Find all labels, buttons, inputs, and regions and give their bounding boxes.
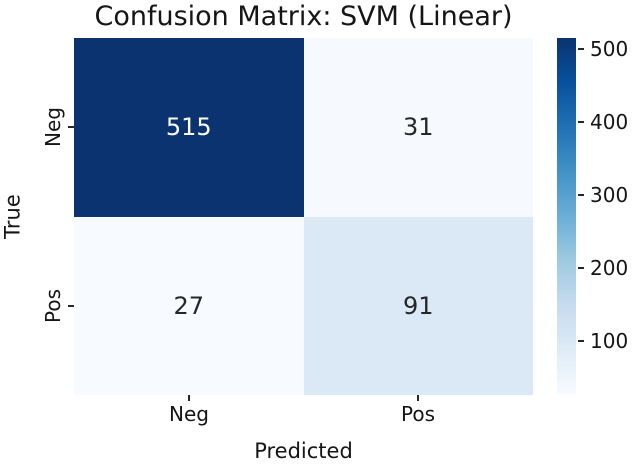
colorbar-tick-100: [578, 340, 584, 342]
x-tick-label-pos: Pos: [400, 402, 435, 426]
colorbar-tick-500: [578, 48, 584, 50]
colorbar-tick-label-200: 200: [590, 256, 629, 280]
colorbar-tick-label-400: 400: [590, 110, 629, 134]
x-tick-label-neg: Neg: [169, 402, 209, 426]
colorbar-tick-label-100: 100: [590, 329, 629, 353]
y-tick-label-pos: Pos: [41, 289, 65, 324]
colorbar-tick-200: [578, 267, 584, 269]
chart-title: Confusion Matrix: SVM (Linear): [94, 1, 513, 32]
heatmap-cell-true-neg-pred-pos: 31: [303, 38, 533, 217]
y-axis-label: True: [0, 194, 25, 239]
x-axis-label: Predicted: [254, 439, 353, 463]
colorbar: [557, 38, 576, 394]
x-tick-pos: [417, 395, 419, 401]
colorbar-tick-400: [578, 121, 584, 123]
colorbar-tick-label-300: 300: [590, 183, 629, 207]
heatmap-cell-true-pos-pred-neg: 27: [74, 216, 304, 395]
colorbar-tick-label-500: 500: [590, 37, 629, 61]
y-tick-neg: [68, 126, 74, 128]
y-tick-label-neg: Neg: [41, 107, 65, 147]
heatmap-cell-true-neg-pred-neg: 515: [74, 38, 304, 217]
colorbar-tick-300: [578, 194, 584, 196]
y-tick-pos: [68, 305, 74, 307]
x-tick-neg: [188, 395, 190, 401]
heatmap-cell-true-pos-pred-pos: 91: [303, 216, 533, 395]
heatmap-plot-area: 515 31 27 91: [74, 38, 533, 395]
